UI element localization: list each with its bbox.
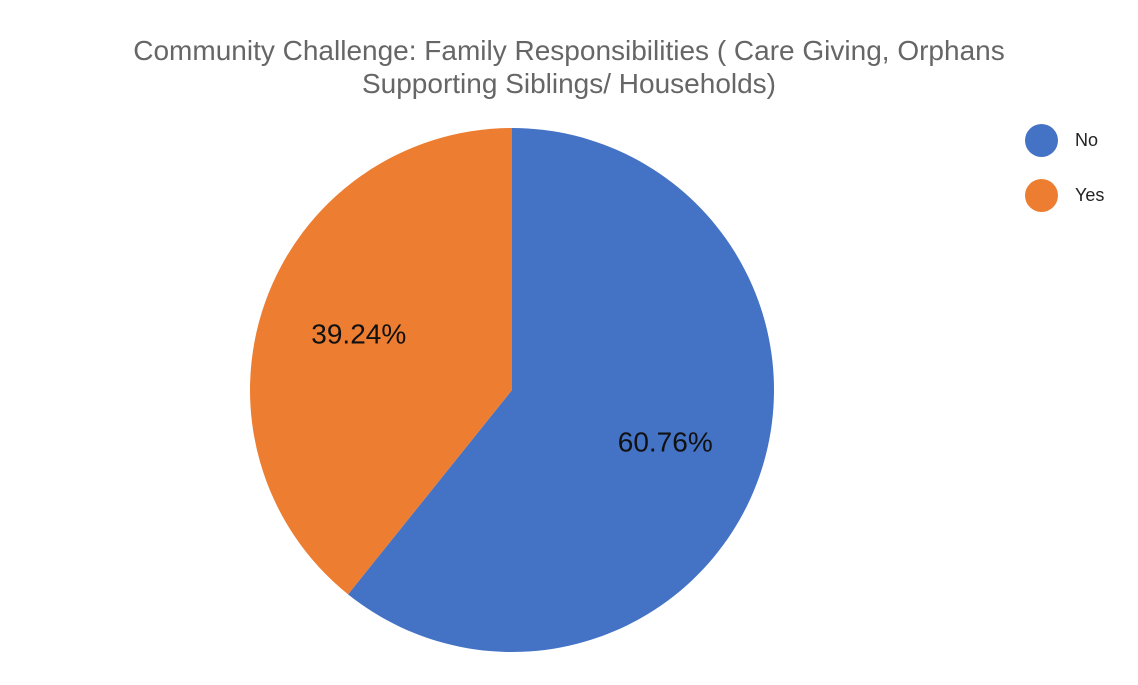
legend-swatch-yes	[1025, 178, 1058, 212]
legend-item-yes: Yes	[1025, 177, 1104, 213]
data-label-no: 60.76%	[618, 426, 713, 457]
chart-title-line-2: Supporting Siblings/ Households)	[361, 68, 777, 99]
pie-slice-no	[348, 128, 774, 652]
chart-title: Community Challenge: Family Responsibili…	[0, 34, 1138, 100]
legend-swatch-no	[1025, 123, 1058, 157]
pie-slice-yes	[249, 128, 513, 595]
pie-data-labels: 60.76% 39.24%	[311, 319, 712, 458]
chart-title-line-1: Community Challenge: Family Responsibili…	[133, 35, 1005, 66]
legend-item-no: No	[1025, 122, 1104, 158]
pie-slices	[249, 128, 774, 652]
legend-label-yes: Yes	[1075, 184, 1105, 205]
legend-label-no: No	[1075, 129, 1099, 150]
chart-legend: No Yes	[1025, 122, 1104, 232]
data-label-yes: 39.24%	[311, 319, 406, 350]
